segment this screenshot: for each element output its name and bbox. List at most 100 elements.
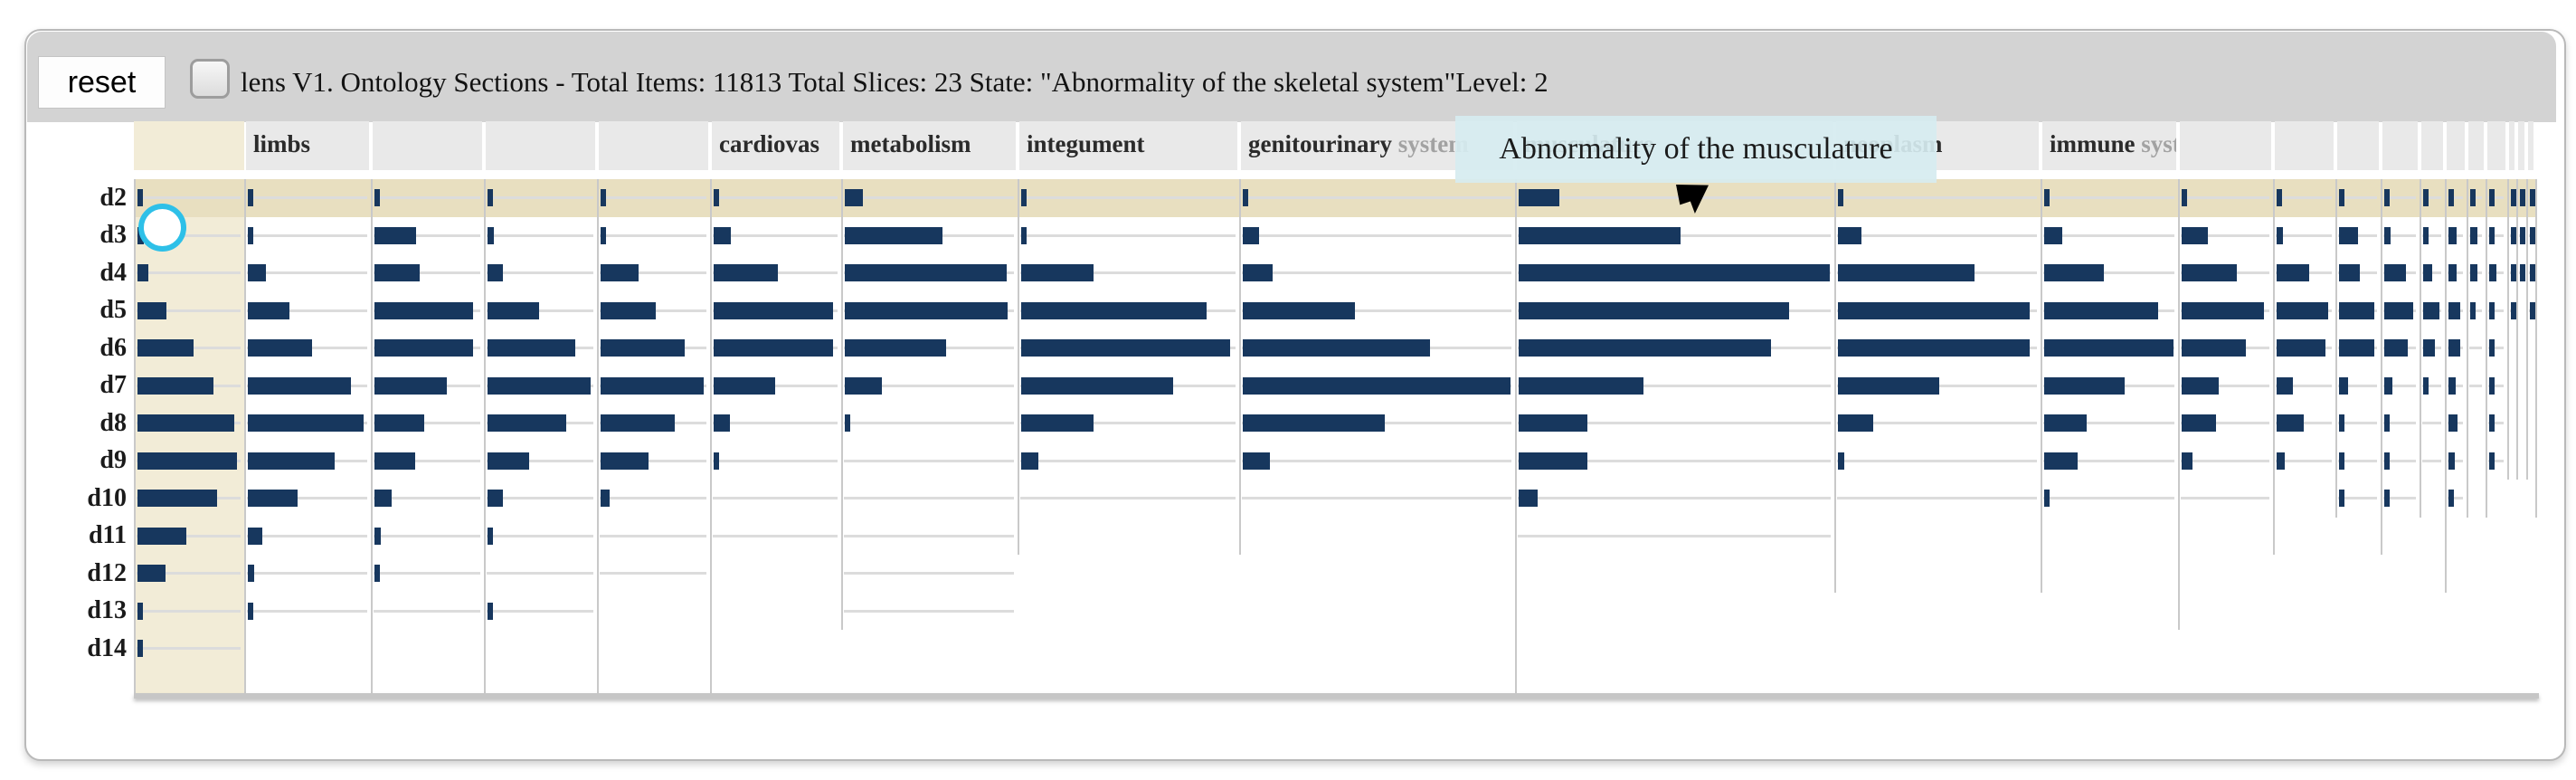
cell-bar — [137, 452, 237, 470]
row-label-d12[interactable]: d12 — [87, 558, 127, 587]
cell-baseline — [2422, 196, 2441, 200]
column-header-slice-18[interactable] — [2468, 121, 2484, 170]
cell-baseline — [2043, 497, 2174, 500]
cell-bar — [1519, 301, 1790, 319]
column-header-metabolism[interactable]: metabolism — [843, 121, 1016, 170]
cell-bar — [2520, 189, 2525, 207]
column-header-suffix: system — [2141, 130, 2176, 157]
column-header-limbs[interactable]: limbs — [246, 121, 369, 170]
cell-bar — [2044, 414, 2088, 433]
column-header-immune[interactable]: immune system — [2042, 121, 2176, 170]
column-header-slice-16[interactable] — [2421, 121, 2443, 170]
cell-bar — [601, 264, 639, 282]
lens-checkbox[interactable] — [190, 59, 230, 99]
cell-bar — [1838, 452, 1844, 470]
column-header-slice-15[interactable] — [2382, 121, 2418, 170]
lens-handle[interactable] — [138, 204, 186, 252]
column-header-label: integument — [1027, 130, 1145, 157]
cell-bar — [374, 264, 420, 282]
column-header-slice-14[interactable] — [2337, 121, 2379, 170]
cell-baseline — [2469, 196, 2482, 200]
row-label-d9[interactable]: d9 — [99, 446, 127, 475]
cell-baseline — [2276, 384, 2332, 387]
cell-baseline — [2383, 233, 2416, 237]
column-header-slice-20[interactable] — [2509, 121, 2514, 170]
column-header-slice-12[interactable] — [2180, 121, 2271, 170]
cell-baseline — [600, 497, 706, 500]
cell-bar — [2182, 414, 2217, 433]
row-label-d4[interactable]: d4 — [99, 258, 127, 287]
cell-bar — [137, 602, 143, 620]
cell-baseline — [2469, 347, 2482, 350]
cell-bar — [1838, 339, 2031, 357]
cell-baseline — [1020, 497, 1236, 500]
column-header-label: cardiovas — [719, 130, 819, 157]
cell-bar — [2277, 264, 2309, 282]
row-label-d13[interactable]: d13 — [87, 596, 127, 625]
cell-baseline — [2338, 497, 2377, 500]
cell-baseline — [2181, 384, 2269, 387]
cell-bar — [2448, 264, 2457, 282]
reset-button[interactable]: reset — [38, 56, 166, 109]
row-label-d2[interactable]: d2 — [99, 183, 127, 212]
cell-bar — [2044, 490, 2050, 508]
cell-baseline — [374, 422, 480, 425]
cell-bar — [2448, 490, 2454, 508]
cell-bar — [488, 226, 494, 244]
cell-baseline — [713, 497, 838, 500]
column-header-slice-0[interactable] — [136, 121, 242, 170]
cell-bar — [1243, 452, 1270, 470]
column-header-slice-2[interactable] — [373, 121, 482, 170]
cell-bar — [2384, 452, 2390, 470]
row-label-d11[interactable]: d11 — [88, 521, 127, 550]
cell-baseline — [1020, 271, 1236, 275]
row-label-d14[interactable]: d14 — [87, 633, 127, 662]
cell-baseline — [2276, 422, 2332, 425]
cell-bar — [1838, 376, 1939, 395]
cell-baseline — [1837, 422, 2037, 425]
cell-baseline — [247, 271, 367, 275]
cell-bar — [2511, 226, 2516, 244]
cell-bar — [248, 602, 253, 620]
row-label-d10[interactable]: d10 — [87, 483, 127, 512]
column-header-cardiovas[interactable]: cardiovas — [712, 121, 839, 170]
cell-baseline — [844, 534, 1014, 537]
row-label-d3[interactable]: d3 — [99, 221, 127, 250]
column-header-slice-17[interactable] — [2447, 121, 2465, 170]
cell-baseline — [713, 196, 838, 200]
cell-bar — [2277, 414, 2304, 433]
cell-bar — [2470, 189, 2476, 207]
cell-baseline — [844, 459, 1014, 462]
column-header-slice-21[interactable] — [2518, 121, 2524, 170]
cell-baseline — [2338, 384, 2377, 387]
cell-baseline — [713, 534, 838, 537]
column-header-slice-3[interactable] — [486, 121, 595, 170]
cell-baseline — [487, 233, 593, 237]
cell-bar — [2423, 339, 2436, 357]
cell-bar — [2384, 301, 2414, 319]
cell-baseline — [1242, 459, 1511, 462]
cell-bar — [2530, 189, 2535, 207]
cell-baseline — [1518, 497, 1831, 500]
column-header-integument[interactable]: integument — [1019, 121, 1237, 170]
cell-bar — [2530, 226, 2535, 244]
cell-baseline — [1020, 233, 1236, 237]
cell-bar — [2470, 301, 2476, 319]
cell-bar — [1243, 264, 1273, 282]
cell-baseline — [2181, 233, 2269, 237]
cell-baseline — [1837, 196, 2037, 200]
column-header-slice-4[interactable] — [599, 121, 708, 170]
row-label-d8[interactable]: d8 — [99, 408, 127, 437]
column-header-slice-22[interactable] — [2528, 121, 2533, 170]
column-header-slice-19[interactable] — [2487, 121, 2505, 170]
cell-baseline — [374, 196, 480, 200]
column-header-slice-13[interactable] — [2275, 121, 2334, 170]
cell-baseline — [844, 609, 1014, 613]
row-label-d5[interactable]: d5 — [99, 296, 127, 325]
hover-tooltip: Abnormality of the musculature — [1455, 116, 1937, 183]
row-label-d6[interactable]: d6 — [99, 333, 127, 362]
cell-bar — [2044, 189, 2050, 207]
cell-baseline — [374, 572, 480, 575]
column-separator-line — [484, 179, 486, 693]
row-label-d7[interactable]: d7 — [99, 371, 127, 400]
